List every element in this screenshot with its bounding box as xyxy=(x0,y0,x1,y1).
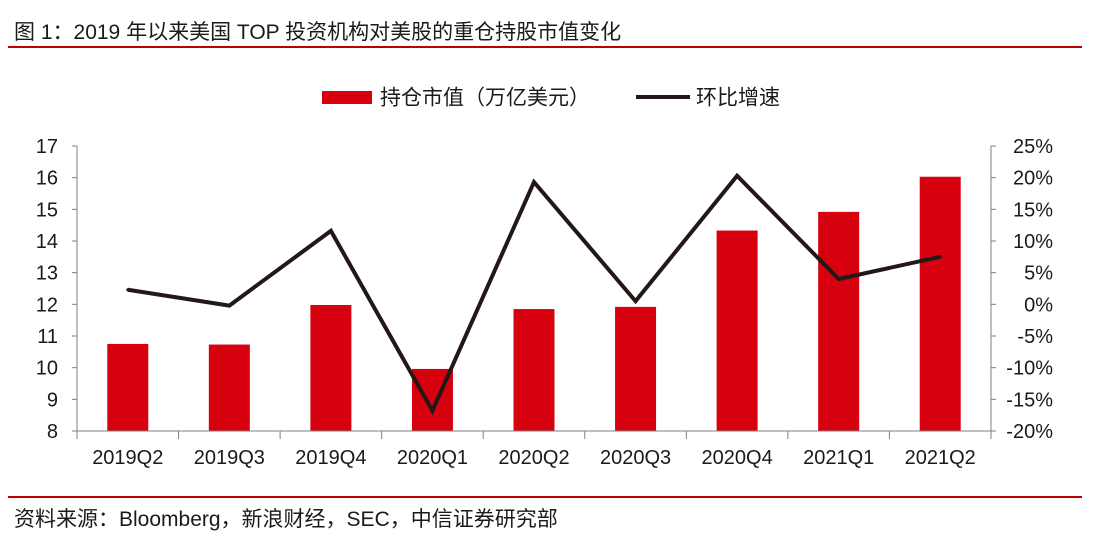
y-left-tick-label: 10 xyxy=(36,358,58,380)
line-series-growth xyxy=(126,172,942,416)
y-right-tick-label: 0% xyxy=(1024,294,1053,316)
x-tick-label-2020Q3: 2020Q3 xyxy=(600,447,671,469)
x-tick-label-2019Q2: 2019Q2 xyxy=(92,447,163,469)
y-right-tick-label: -5% xyxy=(1017,326,1053,348)
legend-label-growth: 环比增速 xyxy=(696,87,780,110)
bar-2020Q3 xyxy=(615,306,657,431)
y-left-tick-label: 12 xyxy=(36,294,58,316)
figure-title: 图 1：2019 年以来美国 TOP 投资机构对美股的重仓持股市值变化 xyxy=(14,21,622,44)
growth-point-2019Q2 xyxy=(126,288,130,292)
y-left-tick-label: 11 xyxy=(37,326,58,348)
growth-point-2019Q3 xyxy=(227,304,231,308)
growth-point-2020Q2 xyxy=(532,180,536,184)
legend-item-growth: 环比增速 xyxy=(636,87,780,110)
y-right-tick-label: -15% xyxy=(1006,389,1053,411)
legend-item-holdings: 持仓市值（万亿美元） xyxy=(322,87,590,110)
title-divider xyxy=(8,46,1082,48)
bar-series-holdings xyxy=(107,176,961,431)
bar-2019Q3 xyxy=(208,344,250,431)
growth-point-2020Q1 xyxy=(430,409,434,413)
y-left-tick-label: 17 xyxy=(36,136,58,158)
y-right-tick-label: -10% xyxy=(1006,358,1053,380)
source-note: 资料来源：Bloomberg，新浪财经，SEC，中信证券研究部 xyxy=(14,508,558,531)
legend-swatch-bar xyxy=(322,91,372,104)
bar-2021Q2 xyxy=(919,176,961,431)
y-left-tick-label: 13 xyxy=(36,263,58,285)
bar-2021Q1 xyxy=(818,211,860,431)
growth-point-2020Q4 xyxy=(735,174,739,178)
bar-2020Q2 xyxy=(513,309,555,431)
y-right-tick-label: 10% xyxy=(1013,231,1053,253)
x-tick-label-2020Q2: 2020Q2 xyxy=(498,447,569,469)
growth-point-2019Q4 xyxy=(329,229,333,233)
x-tick-label-2021Q1: 2021Q1 xyxy=(803,447,874,469)
bar-2019Q4 xyxy=(310,304,352,431)
x-tick-label-2020Q4: 2020Q4 xyxy=(702,447,773,469)
y-left-tick-label: 15 xyxy=(36,199,58,221)
x-tick-label-2021Q2: 2021Q2 xyxy=(905,447,976,469)
x-tick-label-2019Q3: 2019Q3 xyxy=(194,447,265,469)
y-left-tick-label: 8 xyxy=(47,421,58,443)
growth-point-2021Q1 xyxy=(837,277,841,281)
y-right-tick-label: 15% xyxy=(1013,199,1053,221)
y-right-tick-label: -20% xyxy=(1006,421,1053,443)
legend-label-holdings: 持仓市值（万亿美元） xyxy=(380,87,590,110)
growth-point-2020Q3 xyxy=(634,299,638,303)
legend: 持仓市值（万亿美元） 环比增速 xyxy=(322,87,780,110)
y-right-tick-label: 20% xyxy=(1013,168,1053,190)
bar-2020Q4 xyxy=(716,230,758,431)
growth-point-2021Q2 xyxy=(938,255,942,259)
x-tick-label-2020Q1: 2020Q1 xyxy=(397,447,468,469)
y-right-tick-label: 5% xyxy=(1024,263,1053,285)
bar-2019Q2 xyxy=(107,343,149,431)
y-left-tick-label: 9 xyxy=(47,389,58,411)
y-right-tick-label: 25% xyxy=(1013,136,1053,158)
source-divider xyxy=(8,496,1082,498)
y-left-tick-label: 14 xyxy=(36,231,58,253)
y-left-tick-label: 16 xyxy=(36,168,58,190)
axes: 8 9 10 11 12 13 14 15 16 17 -20% -15% -10% -5% 0% 5% 10%… xyxy=(36,136,1053,469)
x-tick-label-2019Q4: 2019Q4 xyxy=(295,447,366,469)
